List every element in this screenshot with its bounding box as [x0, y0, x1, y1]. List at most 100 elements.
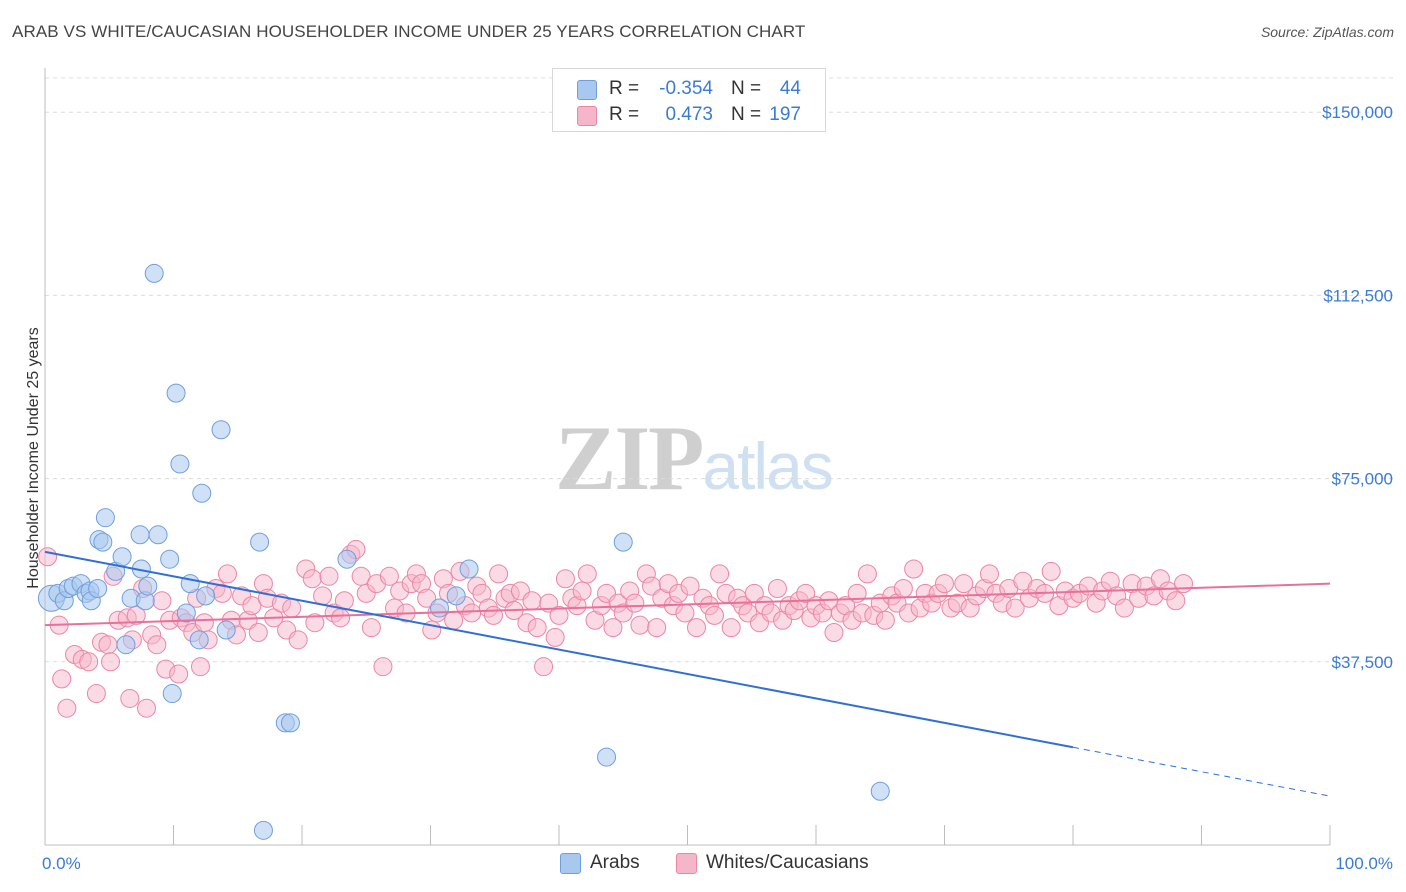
- arabs-trend-extension: [1072, 746, 1331, 797]
- whites-point: [190, 657, 210, 677]
- whites-point: [1005, 598, 1025, 618]
- arabs-point: [166, 383, 186, 403]
- x-tick-labels: 0.0% 100.0%: [42, 854, 1393, 873]
- whites-point: [572, 581, 592, 601]
- whites-swatch: [676, 853, 697, 874]
- whites-point: [1114, 598, 1134, 618]
- arabs-point: [280, 713, 300, 733]
- whites-point: [305, 613, 325, 633]
- whites-point: [417, 588, 437, 608]
- whites-point: [248, 622, 268, 642]
- whites-point: [704, 605, 724, 625]
- whites-point: [361, 618, 381, 638]
- arabs-point: [429, 598, 449, 618]
- arabs-point: [250, 532, 270, 552]
- x-tick-label: 0.0%: [42, 854, 81, 873]
- arabs-point: [211, 420, 231, 440]
- whites-point: [288, 630, 308, 650]
- arabs-point: [130, 525, 150, 545]
- whites-point: [483, 605, 503, 625]
- whites-point: [147, 635, 167, 655]
- x-tick-label: 100.0%: [1335, 854, 1393, 873]
- whites-point: [522, 591, 542, 611]
- whites-point: [686, 618, 706, 638]
- whites-point: [351, 566, 371, 586]
- whites-point: [893, 579, 913, 599]
- r-label: R =: [609, 78, 640, 99]
- whites-point: [767, 579, 787, 599]
- legend-label-whites: Whites/Caucasians: [706, 852, 869, 873]
- whites-point: [462, 603, 482, 623]
- whites-point: [630, 615, 650, 635]
- whites-point: [489, 564, 509, 584]
- whites-point: [603, 618, 623, 638]
- whites-point: [319, 566, 339, 586]
- watermark-zip: ZIP: [555, 407, 704, 509]
- arabs-point: [337, 549, 357, 569]
- arabs-point: [192, 483, 212, 503]
- n-value: 44: [779, 78, 801, 99]
- arabs-swatch: [577, 80, 597, 100]
- arabs-point: [459, 559, 479, 579]
- whites-point: [721, 618, 741, 638]
- whites-point: [57, 698, 77, 718]
- chart-title: ARAB VS WHITE/CAUCASIAN HOUSEHOLDER INCO…: [12, 22, 806, 41]
- stats-legend: R = -0.354 N = 44 R = 0.473 N = 197: [552, 68, 826, 132]
- arabs-trend-line: [44, 550, 1074, 749]
- arabs-point: [189, 630, 209, 650]
- arabs-point: [138, 576, 158, 596]
- arabs-point: [88, 579, 108, 599]
- watermark: ZIPatlas: [555, 405, 834, 511]
- n-label: N =: [731, 104, 762, 125]
- whites-point: [242, 596, 262, 616]
- arabs-point: [148, 525, 168, 545]
- whites-point: [680, 576, 700, 596]
- whites-point: [979, 564, 999, 584]
- whites-point: [935, 574, 954, 594]
- r-value: -0.354: [659, 78, 713, 99]
- whites-point: [857, 564, 877, 584]
- whites-trend-line: [44, 582, 1331, 627]
- r-label: R =: [609, 104, 640, 125]
- arabs-point: [613, 532, 633, 552]
- r-value: 0.473: [665, 104, 713, 125]
- whites-point: [555, 569, 575, 589]
- arabs-point: [196, 586, 216, 606]
- arabs-point: [446, 586, 466, 606]
- whites-point: [647, 618, 667, 638]
- watermark-atlas: atlas: [702, 429, 833, 503]
- whites-point: [152, 591, 172, 611]
- whites-point: [534, 657, 554, 677]
- whites-point: [549, 605, 569, 625]
- series-arabs-points: [37, 263, 890, 840]
- whites-swatch: [577, 106, 597, 126]
- arabs-point: [170, 454, 190, 474]
- whites-point: [710, 564, 730, 584]
- arabs-point: [160, 549, 180, 569]
- arabs-point: [93, 532, 113, 552]
- stats-row-whites: R = 0.473 N = 197: [553, 103, 825, 129]
- whites-point: [824, 622, 844, 642]
- whites-point: [282, 598, 302, 618]
- whites-point: [545, 627, 565, 647]
- whites-point: [796, 583, 816, 603]
- whites-point: [904, 559, 924, 579]
- arabs-point: [116, 635, 136, 655]
- whites-point: [1174, 574, 1194, 594]
- arabs-swatch: [560, 853, 581, 874]
- whites-point: [79, 652, 99, 672]
- whites-point: [331, 608, 351, 628]
- arabs-point: [597, 747, 617, 767]
- whites-point: [86, 684, 106, 704]
- whites-point: [379, 566, 399, 586]
- chart-source: Source: ZipAtlas.com: [1260, 24, 1394, 40]
- whites-point: [52, 669, 72, 689]
- legend-label-arabs: Arabs: [590, 852, 640, 873]
- whites-point: [194, 613, 214, 633]
- arabs-point: [162, 684, 182, 704]
- whites-point: [1166, 591, 1186, 611]
- series-legend: Arabs Whites/Caucasians: [0, 850, 1406, 878]
- whites-point: [954, 574, 974, 594]
- whites-point: [1041, 561, 1061, 581]
- y-tick-labels: $37,500 $75,000 $112,500 $150,000: [1322, 103, 1393, 672]
